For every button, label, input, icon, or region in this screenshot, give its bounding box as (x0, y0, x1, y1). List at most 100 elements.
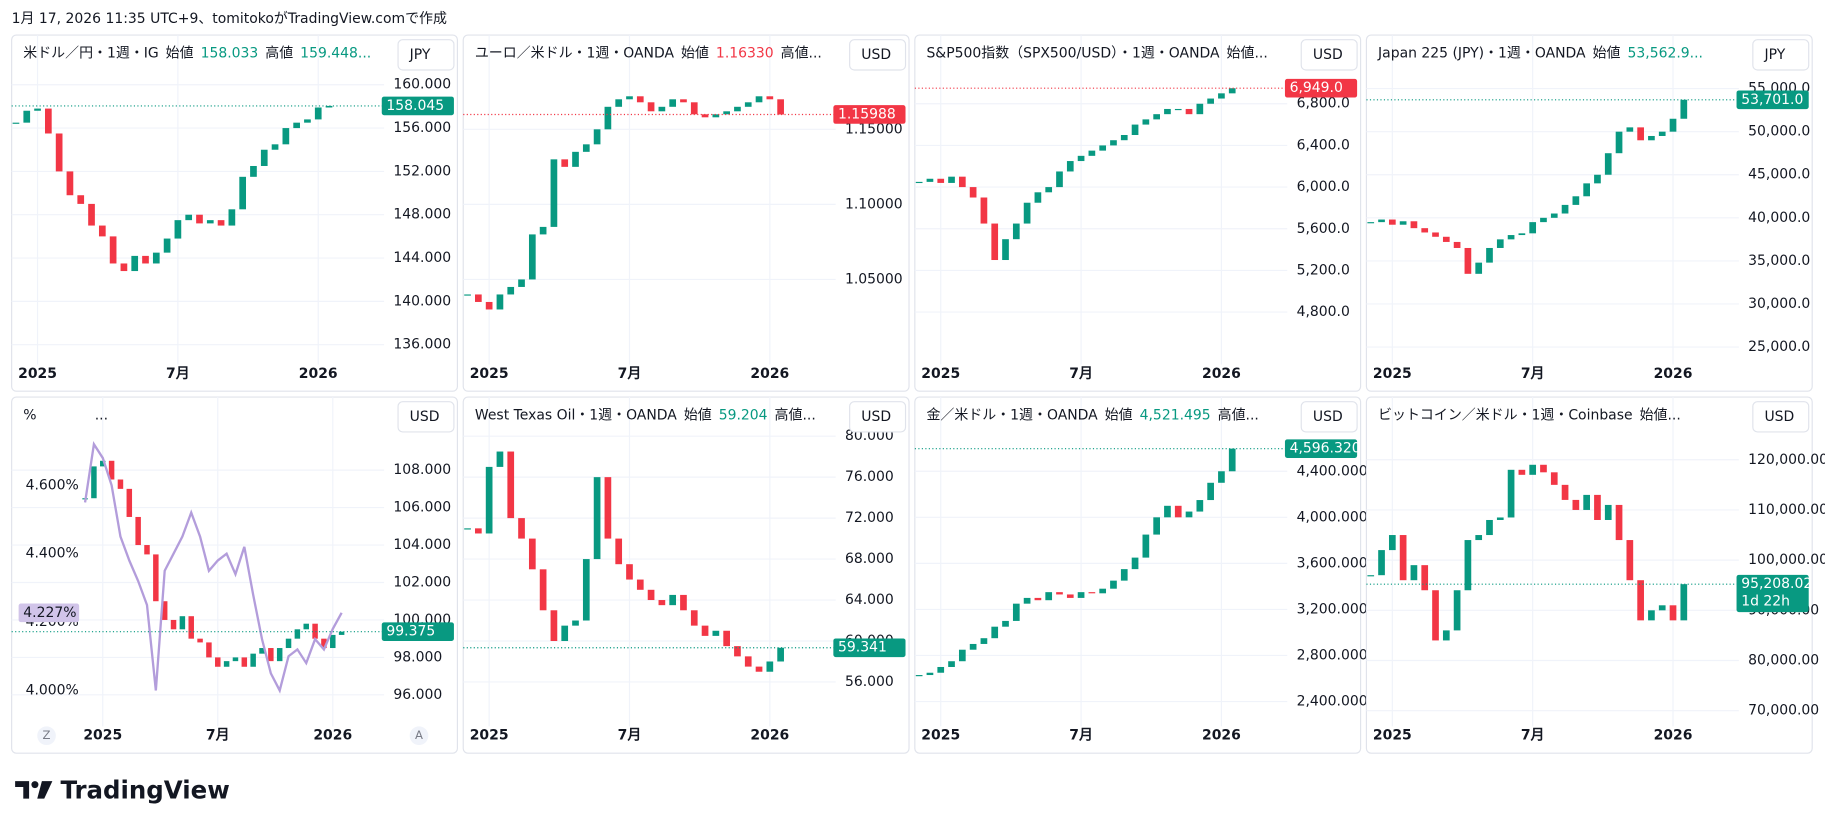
candle (330, 634, 336, 649)
scale-button[interactable] (409, 726, 429, 746)
y-tick-label: 144.000 (393, 250, 451, 266)
panel-header: Japan 225 (JPY)・1週・OANDA 始値 53,562.9... (1377, 46, 1703, 62)
candle (285, 638, 292, 649)
candle (108, 460, 115, 480)
candle (766, 661, 774, 672)
candle (1594, 494, 1601, 520)
candle (66, 171, 74, 196)
candle (777, 647, 784, 662)
candle (109, 236, 117, 264)
candle (1648, 610, 1655, 621)
x-tick-label: 2026 (1654, 728, 1693, 744)
x-tick-label: 2025 (83, 728, 122, 744)
candle (712, 114, 720, 118)
candle (1615, 504, 1623, 541)
candle (755, 666, 763, 672)
plot-area (915, 88, 1236, 261)
candle (153, 554, 159, 602)
candle (744, 102, 752, 107)
panel-header: 米ドル／円・1週・IG 始値 158.033 高値 159.448... (23, 45, 371, 62)
candle (1550, 213, 1558, 218)
candle (215, 657, 221, 667)
x-tick-label: 7月 (618, 366, 642, 382)
panel-frame (914, 34, 1362, 392)
candle (937, 178, 945, 183)
price-label-bg (18, 603, 80, 623)
candle (142, 255, 149, 264)
panel: 2025 7月 2026 2,400.000 2,800.000 3,200.000 3,6… (914, 396, 1368, 754)
header-part: 始値 (1105, 408, 1133, 424)
panel-frame (1365, 396, 1813, 754)
candle (1120, 569, 1128, 581)
header-part: S&P500指数（SPX500/USD）・1週・OANDA (926, 46, 1220, 62)
candle (582, 559, 590, 621)
candle (1012, 223, 1020, 240)
candle (232, 657, 239, 662)
y-tick-label: 4,800.0 (1297, 304, 1350, 320)
candle (636, 96, 644, 103)
candle (539, 226, 547, 235)
y-tick-label: 4,000.000 (1297, 509, 1368, 525)
candle (126, 488, 133, 517)
candle (539, 569, 547, 611)
candle (179, 616, 186, 630)
y-tick-label: 76.000 (845, 469, 894, 485)
candle (1540, 217, 1547, 223)
y-tick-label: 6,800.0 (1297, 96, 1350, 112)
candle (260, 149, 268, 166)
candle (1196, 103, 1204, 115)
candle (1658, 131, 1666, 136)
currency-box (1752, 39, 1810, 71)
plot-area (1367, 99, 1688, 274)
y-tick-label: 98.000 (393, 649, 442, 665)
currency: USD (861, 409, 891, 425)
candle (1507, 235, 1515, 240)
candle (1388, 219, 1396, 225)
candle (1637, 127, 1644, 141)
candle (948, 176, 955, 183)
header-part: 59.204 (719, 408, 768, 424)
y-tick-label: 4,400.000 (1297, 463, 1368, 479)
logo-text: TradingView (61, 776, 230, 805)
candle (1421, 565, 1429, 591)
y-tick-label: 35,000.0 (1748, 253, 1810, 269)
y2-tick-label: 4.600% (26, 477, 79, 493)
y-tick-label: 136.000 (393, 337, 451, 353)
candle (1550, 472, 1558, 485)
candle (241, 657, 248, 667)
candle (723, 630, 730, 647)
x-tick-label: 7月 (206, 728, 230, 744)
candle (507, 451, 515, 519)
candle (658, 600, 666, 606)
candle (1228, 448, 1236, 472)
candle (518, 279, 525, 287)
candle (1399, 221, 1407, 225)
candle (915, 675, 923, 677)
candle (1496, 239, 1504, 248)
candle (1399, 535, 1407, 581)
candle (528, 538, 536, 570)
header-part: 金／米ドル・1週・OANDA (926, 408, 1098, 424)
panel: 20257月202656.00060.00064.00068.00072.000… (462, 396, 910, 754)
candle (1185, 511, 1193, 518)
y-tick-label: 140.000 (393, 293, 451, 309)
candle (1142, 119, 1150, 125)
candle (1572, 196, 1580, 205)
logo-icon (15, 781, 53, 799)
candle (1421, 228, 1429, 233)
price-label: 99.375 (386, 624, 435, 640)
panel: 2025 7月 2026 4,800.0 5,200.0 5,600.0 6,000.0 6,… (914, 34, 1362, 392)
candle (734, 646, 741, 657)
y2-tick-label: 4.000% (26, 682, 79, 698)
candle (626, 564, 633, 580)
candle (464, 528, 471, 530)
candle (1110, 140, 1117, 146)
candle (1464, 247, 1472, 274)
candle (325, 105, 333, 108)
panel-frame (462, 34, 910, 392)
candle (1142, 534, 1150, 558)
x-tick-label: 2025 (921, 728, 960, 744)
y-tick-label: 72.000 (845, 510, 894, 526)
scale-button[interactable] (37, 726, 56, 746)
candle (1658, 605, 1666, 611)
